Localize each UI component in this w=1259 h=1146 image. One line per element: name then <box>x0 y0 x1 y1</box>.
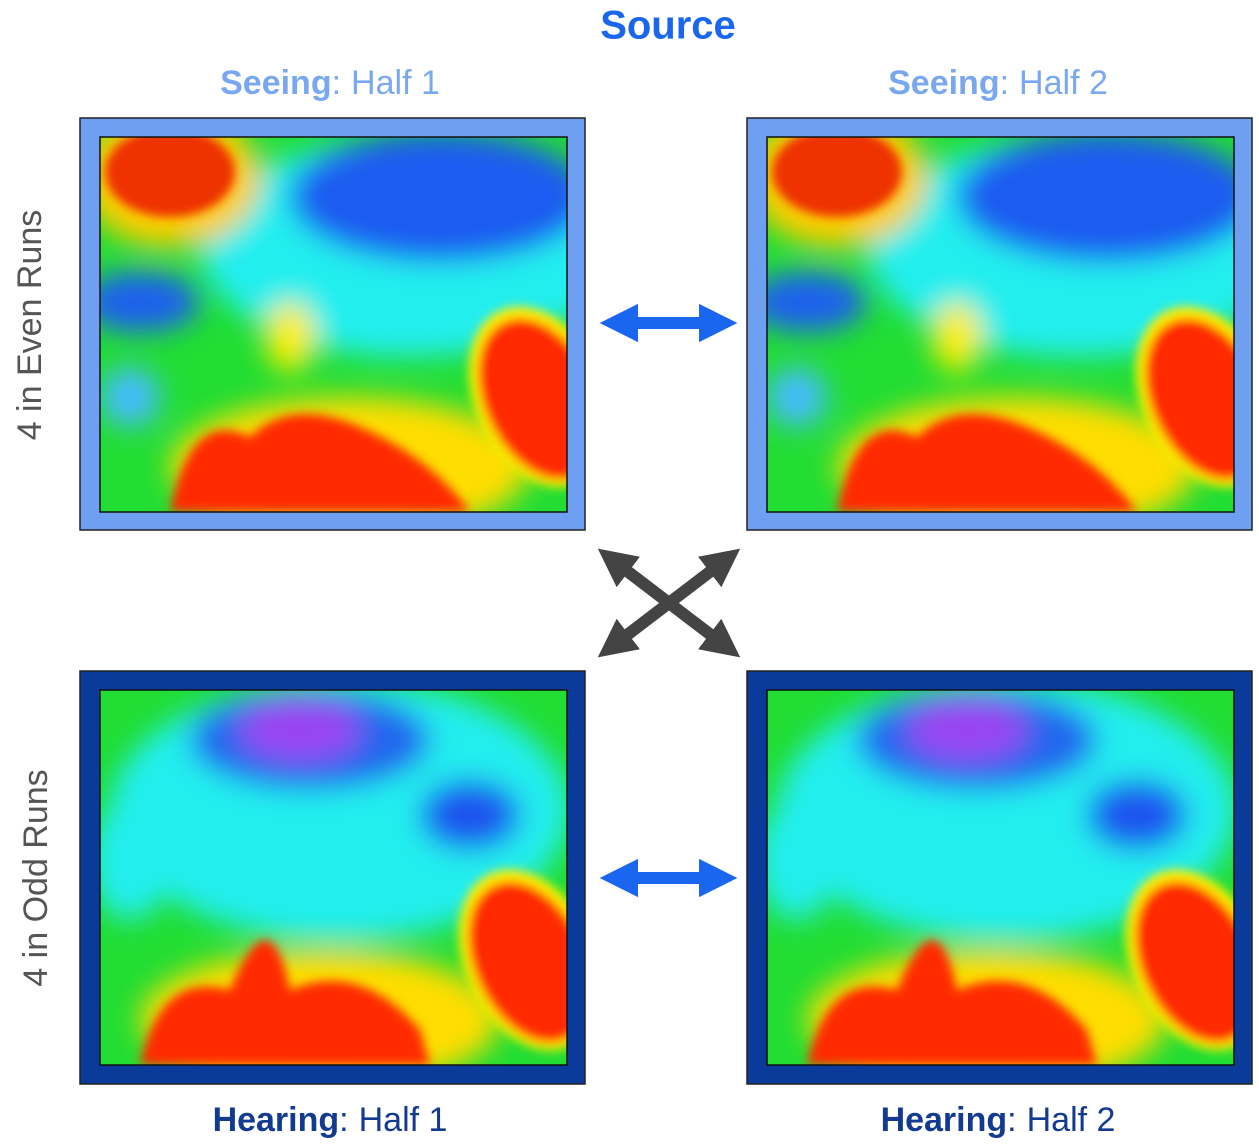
panel-label: Seeing: Half 1 <box>220 64 440 102</box>
label-name: Hearing <box>881 1101 1008 1139</box>
panel <box>746 107 1259 537</box>
label-colon: : <box>1007 1101 1016 1139</box>
panel-label: Hearing: Half 1 <box>213 1101 448 1139</box>
label-half: Half 2 <box>1027 1101 1116 1139</box>
label-name: Hearing <box>213 1101 340 1139</box>
label-half: Half 2 <box>1019 64 1108 102</box>
panel <box>746 670 1259 1090</box>
label-colon: : <box>339 1101 348 1139</box>
row-label: 4 in Odd Runs <box>17 769 55 986</box>
label-colon: : <box>1000 64 1009 102</box>
title: Source <box>600 4 736 48</box>
arrow <box>597 548 741 658</box>
label-colon: : <box>332 64 341 102</box>
label-name: Seeing <box>220 64 331 102</box>
panel-label: Hearing: Half 2 <box>881 1101 1116 1139</box>
panel-label: Seeing: Half 2 <box>888 64 1108 102</box>
panel <box>79 107 639 537</box>
label-half: Half 1 <box>351 64 440 102</box>
row-label: 4 in Even Runs <box>11 210 49 441</box>
label-name: Seeing <box>888 64 999 102</box>
label-half: Half 1 <box>359 1101 448 1139</box>
panel <box>79 670 629 1090</box>
